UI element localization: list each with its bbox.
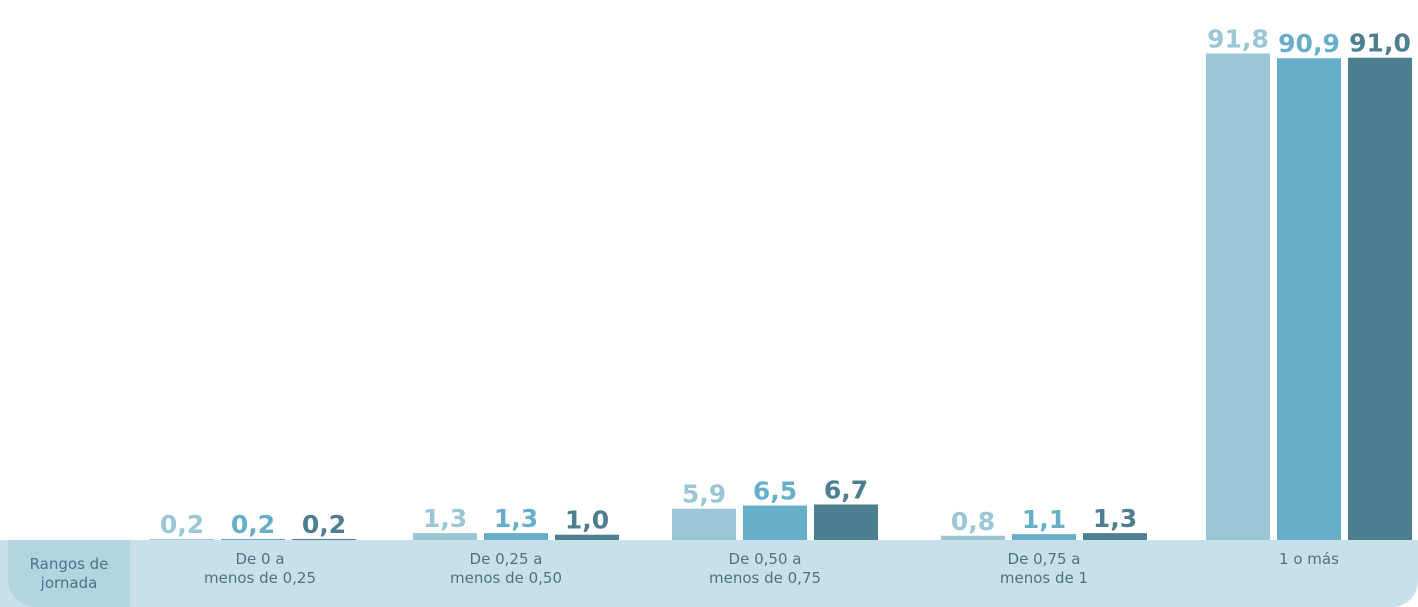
bar-chart: 0,2 0,2 0,2 1,3 1,3 1,0 5,9 6,5 6,7 0,8 1,1 1,3 91,8… [150, 24, 1412, 540]
bar-value-label: 1,3 [423, 504, 467, 533]
bar [1012, 534, 1076, 540]
category-label: De 0,50 a menos de 0,75 [708, 550, 822, 587]
bar [221, 538, 285, 540]
bar-value-label: 90,9 [1278, 29, 1340, 58]
bar [1206, 53, 1270, 540]
category-label: De 0,25 a menos de 0,50 [449, 550, 563, 587]
bar [672, 508, 736, 540]
bar [484, 533, 548, 540]
bar [1277, 58, 1341, 540]
bar [941, 535, 1005, 540]
bar-value-label: 5,9 [682, 480, 726, 509]
bar-value-label: 1,0 [565, 506, 609, 535]
bar [413, 533, 477, 540]
bar-value-label: 1,1 [1022, 505, 1066, 534]
bar-value-label: 0,2 [231, 510, 275, 539]
category-label: 1 o más [1279, 550, 1339, 568]
bar [1083, 533, 1147, 540]
bar [1348, 57, 1412, 540]
bar-value-label: 6,5 [753, 477, 797, 506]
bar-value-label: 0,8 [951, 507, 995, 536]
bar [743, 505, 807, 540]
bar-value-label: 91,0 [1349, 29, 1411, 58]
bar [555, 534, 619, 540]
category-axis-band [0, 540, 1418, 607]
bar [292, 538, 356, 540]
bar-value-label: 1,3 [494, 504, 538, 533]
category-label: De 0,75 a menos de 1 [999, 550, 1089, 587]
bar-value-label: 0,2 [302, 510, 346, 539]
bar [814, 504, 878, 540]
axis-title: Rangos de jornada [8, 540, 130, 607]
bar-value-label: 1,3 [1093, 504, 1137, 533]
bar-value-label: 0,2 [160, 510, 204, 539]
category-label: De 0 a menos de 0,25 [203, 550, 317, 587]
bar-value-label: 6,7 [824, 475, 868, 504]
bar-value-label: 91,8 [1207, 24, 1269, 53]
bar [150, 538, 214, 540]
